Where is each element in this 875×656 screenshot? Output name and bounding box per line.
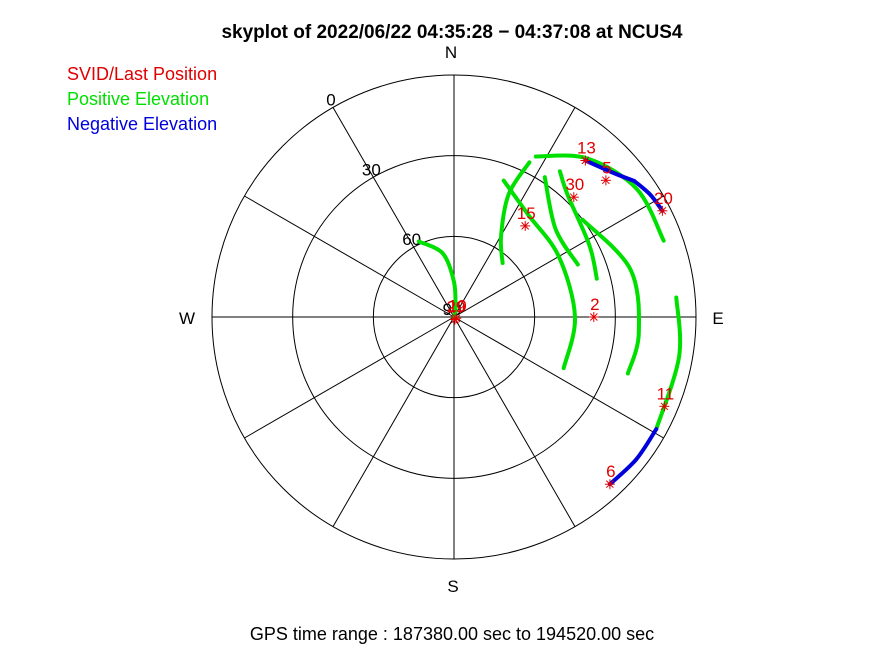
direction-label-south: S (447, 577, 458, 596)
azimuth-spoke-150 (453, 316, 576, 527)
track-positive-7 (654, 295, 683, 432)
track-negative-10 (607, 427, 659, 487)
elevation-tick-30: 30 (362, 160, 381, 179)
direction-label-west: W (179, 309, 195, 328)
elevation-tick-60: 60 (402, 230, 421, 249)
track-positive-4 (542, 175, 580, 267)
svid-label-11: 11 (657, 384, 675, 403)
track-positive-6 (580, 217, 642, 376)
track-positive-3 (498, 160, 532, 265)
azimuth-spoke-120 (453, 316, 664, 439)
polar-grid (211, 74, 697, 560)
satellite-marker-20 (657, 205, 668, 216)
satellite-marker-30 (568, 192, 579, 203)
track-positive-0 (416, 239, 458, 319)
satellite-marker-11 (659, 401, 670, 412)
satellite-tracks (416, 153, 683, 487)
svid-label-30: 30 (565, 175, 584, 194)
azimuth-spoke-210 (332, 316, 455, 527)
legend-entry-negative: Negative Elevation (67, 114, 217, 134)
track-negative-8 (583, 158, 637, 184)
satellite-marker-15 (520, 220, 531, 231)
satellite-marker-10 (451, 313, 462, 324)
direction-label-north: N (445, 43, 457, 62)
azimuth-spoke-30 (453, 107, 576, 318)
legend-entry-svid: SVID/Last Position (67, 64, 217, 84)
direction-labels: N E S W (179, 43, 724, 596)
chart-title: skyplot of 2022/06/22 04:35:28 − 04:37:0… (221, 22, 682, 43)
svid-label-15: 15 (517, 204, 536, 223)
direction-label-east: E (712, 309, 723, 328)
azimuth-spoke-300 (244, 195, 455, 318)
svid-label-13: 13 (577, 139, 596, 158)
svid-label-20: 20 (654, 189, 673, 208)
svid-label-6: 6 (606, 462, 615, 481)
svid-label-5: 5 (602, 158, 611, 177)
legend-entry-positive: Positive Elevation (67, 89, 209, 109)
azimuth-spoke-330 (332, 107, 455, 318)
elevation-tick-0: 0 (326, 90, 335, 109)
track-positive-1 (501, 178, 578, 371)
legend: SVID/Last Position Positive Elevation Ne… (67, 64, 217, 134)
satellite-marker-5 (600, 175, 611, 186)
svid-label-10: 10 (448, 296, 467, 315)
track-positive-2 (533, 153, 666, 243)
azimuth-spoke-240 (244, 316, 455, 439)
gps-time-range: GPS time range : 187380.00 sec to 194520… (250, 624, 654, 644)
svid-label-29: 29 (446, 298, 465, 317)
satellite-marker-6 (604, 479, 615, 490)
satellite-marker-2 (588, 312, 599, 322)
satellite-marker-13 (580, 155, 591, 166)
track-positive-5 (557, 169, 599, 281)
track-negative-9 (632, 179, 665, 213)
svid-label-2: 2 (590, 295, 599, 314)
